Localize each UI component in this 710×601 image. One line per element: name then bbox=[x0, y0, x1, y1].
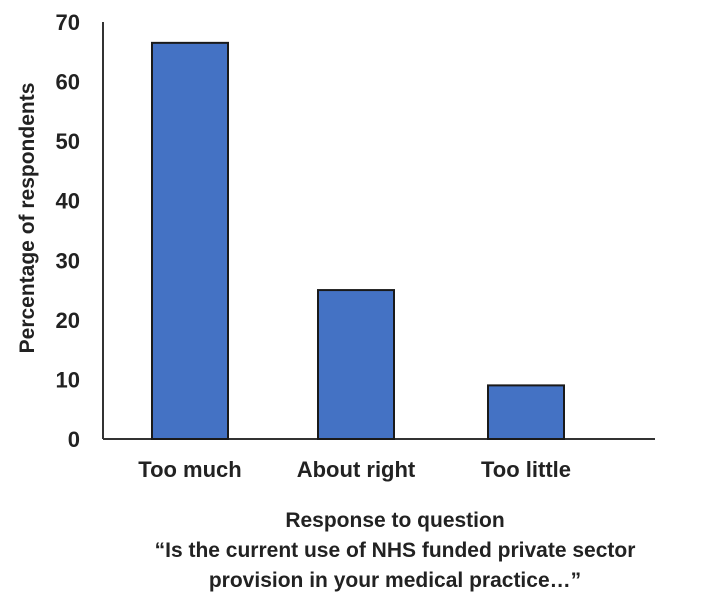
x-axis-title-line-3: provision in your medical practice…” bbox=[209, 569, 581, 592]
y-tick-label: 30 bbox=[56, 248, 80, 273]
y-axis-title: Percentage of respondents bbox=[16, 83, 39, 354]
y-tick-label: 20 bbox=[56, 308, 80, 333]
y-tick-label: 0 bbox=[68, 427, 80, 452]
bar bbox=[487, 384, 565, 440]
y-tick-label: 50 bbox=[56, 129, 80, 154]
y-tick-label: 70 bbox=[56, 10, 80, 35]
category-label: Too little bbox=[481, 457, 571, 482]
y-tick-label: 40 bbox=[56, 189, 80, 214]
bar bbox=[151, 41, 229, 440]
y-tick-label: 60 bbox=[56, 70, 80, 95]
x-axis-title-line-2: “Is the current use of NHS funded privat… bbox=[155, 539, 636, 562]
category-label: About right bbox=[297, 457, 416, 482]
y-tick-labels: 0 10 20 30 40 50 60 70 bbox=[56, 10, 80, 452]
bars bbox=[151, 41, 565, 441]
x-axis-title-line-1: Response to question bbox=[285, 509, 504, 532]
category-labels: Too much About right Too little bbox=[138, 457, 571, 482]
bar bbox=[317, 289, 395, 441]
y-tick-label: 10 bbox=[56, 367, 80, 392]
category-label: Too much bbox=[138, 457, 241, 482]
